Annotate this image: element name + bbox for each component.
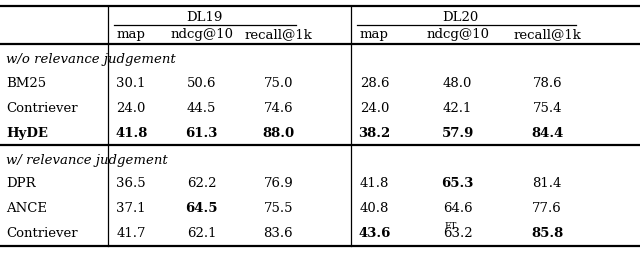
- Text: 74.6: 74.6: [264, 102, 293, 115]
- Text: ndcg@10: ndcg@10: [426, 28, 489, 41]
- Text: 63.2: 63.2: [443, 227, 472, 240]
- Text: 75.5: 75.5: [264, 202, 293, 215]
- Text: 28.6: 28.6: [360, 77, 389, 89]
- Text: 30.1: 30.1: [116, 77, 146, 89]
- Text: recall@1k: recall@1k: [244, 28, 312, 41]
- Text: 76.9: 76.9: [264, 177, 293, 190]
- Text: 64.6: 64.6: [443, 202, 472, 215]
- Text: 77.6: 77.6: [532, 202, 562, 215]
- Text: map: map: [360, 28, 389, 41]
- Text: 62.1: 62.1: [187, 227, 216, 240]
- Text: 40.8: 40.8: [360, 202, 389, 215]
- Text: HyDE: HyDE: [6, 127, 48, 140]
- Text: Contriever: Contriever: [6, 227, 78, 240]
- Text: 88.0: 88.0: [262, 127, 294, 140]
- Text: 42.1: 42.1: [443, 102, 472, 115]
- Text: 78.6: 78.6: [532, 77, 562, 89]
- Text: 64.5: 64.5: [186, 202, 218, 215]
- Text: 50.6: 50.6: [187, 77, 216, 89]
- Text: Contriever: Contriever: [6, 102, 78, 115]
- Text: map: map: [116, 28, 146, 41]
- Text: 41.8: 41.8: [360, 177, 389, 190]
- Text: 75.4: 75.4: [532, 102, 562, 115]
- Text: 44.5: 44.5: [187, 102, 216, 115]
- Text: 61.3: 61.3: [186, 127, 218, 140]
- Text: BM25: BM25: [6, 77, 47, 89]
- Text: 65.3: 65.3: [442, 177, 474, 190]
- Text: 24.0: 24.0: [360, 102, 389, 115]
- Text: 36.5: 36.5: [116, 177, 146, 190]
- Text: 62.2: 62.2: [187, 177, 216, 190]
- Text: FT: FT: [444, 222, 456, 231]
- Text: ndcg@10: ndcg@10: [170, 28, 233, 41]
- Text: ANCE: ANCE: [6, 202, 47, 215]
- Text: 41.7: 41.7: [116, 227, 146, 240]
- Text: 75.0: 75.0: [264, 77, 293, 89]
- Text: 43.6: 43.6: [358, 227, 390, 240]
- Text: 57.9: 57.9: [442, 127, 474, 140]
- Text: DL19: DL19: [187, 11, 223, 24]
- Text: 24.0: 24.0: [116, 102, 146, 115]
- Text: 85.8: 85.8: [531, 227, 563, 240]
- Text: 83.6: 83.6: [264, 227, 293, 240]
- Text: 37.1: 37.1: [116, 202, 146, 215]
- Text: DPR: DPR: [6, 177, 36, 190]
- Text: DL20: DL20: [443, 11, 479, 24]
- Text: 41.8: 41.8: [115, 127, 147, 140]
- Text: 84.4: 84.4: [531, 127, 563, 140]
- Text: 48.0: 48.0: [443, 77, 472, 89]
- Text: recall@1k: recall@1k: [513, 28, 581, 41]
- Text: w/o relevance judgement: w/o relevance judgement: [6, 53, 176, 66]
- Text: 81.4: 81.4: [532, 177, 562, 190]
- Text: w/ relevance judgement: w/ relevance judgement: [6, 154, 168, 167]
- Text: 38.2: 38.2: [358, 127, 390, 140]
